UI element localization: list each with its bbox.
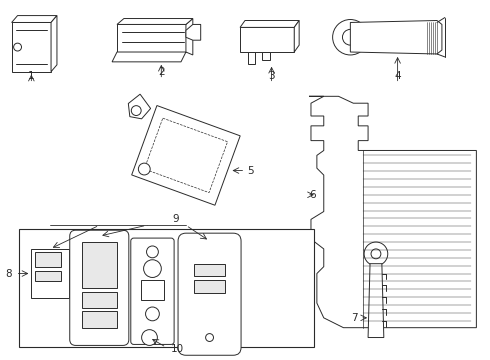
Circle shape: [131, 105, 141, 116]
Polygon shape: [51, 15, 57, 72]
Text: 10: 10: [171, 345, 184, 354]
Polygon shape: [309, 96, 476, 328]
Polygon shape: [144, 118, 227, 193]
Polygon shape: [240, 27, 294, 52]
FancyBboxPatch shape: [131, 238, 174, 345]
Polygon shape: [262, 52, 270, 60]
Polygon shape: [194, 264, 225, 276]
Circle shape: [144, 260, 161, 278]
Bar: [19, 229, 314, 347]
Polygon shape: [294, 21, 299, 52]
Bar: [31, 249, 69, 298]
Circle shape: [364, 242, 388, 266]
Polygon shape: [186, 24, 201, 40]
Polygon shape: [81, 311, 117, 328]
Circle shape: [147, 246, 158, 258]
Text: 5: 5: [247, 166, 254, 176]
Polygon shape: [186, 18, 193, 55]
Text: 1: 1: [28, 71, 35, 81]
Circle shape: [142, 330, 157, 345]
Circle shape: [146, 307, 159, 321]
Polygon shape: [35, 271, 61, 282]
Text: 9: 9: [173, 214, 179, 224]
FancyBboxPatch shape: [178, 233, 241, 355]
Text: 8: 8: [5, 269, 12, 279]
Text: 7: 7: [352, 313, 358, 323]
Circle shape: [14, 43, 22, 51]
Polygon shape: [81, 292, 117, 308]
Circle shape: [138, 163, 150, 175]
Text: 2: 2: [158, 67, 165, 77]
Polygon shape: [81, 242, 117, 288]
Text: 3: 3: [268, 71, 275, 81]
Polygon shape: [350, 21, 442, 54]
Circle shape: [343, 30, 358, 45]
Circle shape: [371, 249, 381, 259]
Polygon shape: [368, 264, 384, 338]
Polygon shape: [132, 105, 240, 205]
Polygon shape: [12, 15, 57, 22]
Polygon shape: [35, 252, 61, 267]
Polygon shape: [112, 52, 186, 62]
Polygon shape: [248, 52, 255, 64]
Polygon shape: [12, 22, 51, 72]
Polygon shape: [117, 18, 193, 24]
Polygon shape: [117, 24, 186, 52]
Text: 4: 4: [394, 71, 401, 81]
Polygon shape: [128, 94, 150, 119]
Text: 6: 6: [309, 190, 316, 200]
Polygon shape: [194, 280, 225, 293]
Circle shape: [206, 334, 214, 342]
Circle shape: [333, 19, 368, 55]
Bar: [141, 280, 164, 300]
Polygon shape: [240, 21, 299, 27]
FancyBboxPatch shape: [70, 230, 129, 345]
